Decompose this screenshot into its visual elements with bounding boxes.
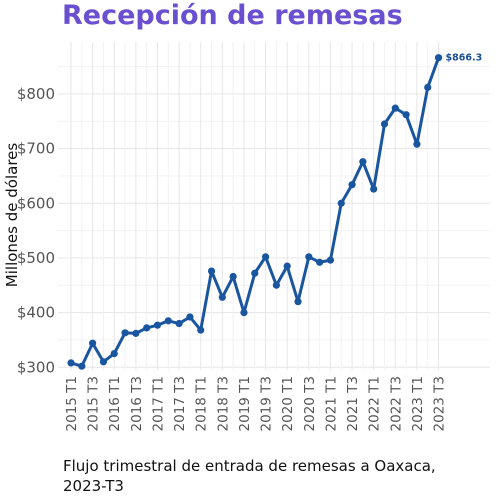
chart-caption: Flujo trimestral de entrada de remesas a…	[63, 457, 436, 495]
x-tick-label: 2017 T3	[172, 376, 188, 431]
data-point	[326, 256, 335, 264]
data-point	[316, 258, 324, 266]
x-tick-label: 2015 T3	[86, 376, 102, 431]
data-point	[186, 313, 194, 321]
data-point	[359, 158, 367, 166]
x-tick-label: 2019 T3	[259, 376, 275, 431]
x-tick-label: 2022 T3	[388, 376, 404, 431]
y-tick-label: $600	[17, 194, 55, 212]
x-tick-label: 2023 T3	[432, 376, 448, 431]
data-point	[67, 359, 75, 367]
x-tick-label: 2021 T3	[345, 376, 361, 431]
series: $866.3	[67, 53, 482, 370]
data-point	[240, 309, 248, 317]
x-tick-label: 2019 T1	[237, 376, 253, 431]
data-point	[283, 262, 291, 270]
x-tick-label: 2018 T3	[215, 376, 231, 431]
x-axis-ticks: 2015 T1 2015 T3 2016 T1 2016 T3 2017 T1 2017 …	[64, 376, 448, 431]
data-point	[78, 362, 86, 370]
data-point	[121, 329, 129, 337]
data-point	[391, 104, 399, 112]
y-tick-label: $400	[17, 304, 55, 322]
last-value-label: $866.3	[446, 53, 483, 64]
x-tick-label: 2020 T3	[302, 376, 318, 431]
y-axis-ticks: $300 $400 $500 $600 $700 $800	[17, 85, 55, 376]
data-point	[143, 324, 151, 332]
data-point	[380, 120, 389, 128]
data-point	[153, 321, 162, 329]
x-tick-label: 2020 T1	[280, 376, 296, 431]
data-point	[272, 281, 280, 289]
data-point	[413, 140, 421, 148]
x-tick-label: 2018 T1	[194, 376, 210, 431]
x-tick-label: 2021 T1	[323, 376, 339, 431]
data-point	[370, 185, 378, 193]
data-point	[229, 272, 237, 281]
x-tick-label: 2023 T1	[410, 376, 426, 431]
x-tick-label: 2017 T1	[150, 376, 166, 431]
grid	[58, 42, 490, 370]
data-point	[294, 298, 302, 306]
y-tick-label: $300	[17, 358, 55, 376]
data-point	[348, 181, 356, 189]
data-point	[132, 329, 140, 337]
data-point	[251, 269, 259, 277]
x-tick-label: 2015 T1	[64, 376, 80, 431]
data-point	[99, 358, 108, 366]
y-tick-label: $700	[17, 140, 55, 158]
data-point	[337, 199, 345, 207]
x-tick-label: 2016 T1	[107, 376, 123, 431]
data-point	[218, 293, 226, 301]
data-point	[110, 350, 118, 358]
data-point	[424, 83, 432, 91]
data-point	[434, 54, 443, 62]
y-tick-label: $500	[17, 249, 55, 267]
data-point	[402, 111, 410, 119]
data-point	[207, 267, 216, 275]
data-point	[305, 253, 313, 261]
x-tick-label: 2016 T3	[129, 376, 145, 431]
data-point	[261, 253, 270, 261]
data-point	[175, 319, 183, 328]
y-axis-label: Millones de dólares	[3, 143, 21, 288]
data-point	[89, 339, 97, 347]
data-point	[197, 326, 205, 334]
y-tick-label: $800	[17, 85, 55, 103]
x-tick-label: 2022 T1	[367, 376, 383, 431]
data-point	[164, 317, 172, 325]
chart-title: Recepción de remesas	[62, 0, 403, 31]
